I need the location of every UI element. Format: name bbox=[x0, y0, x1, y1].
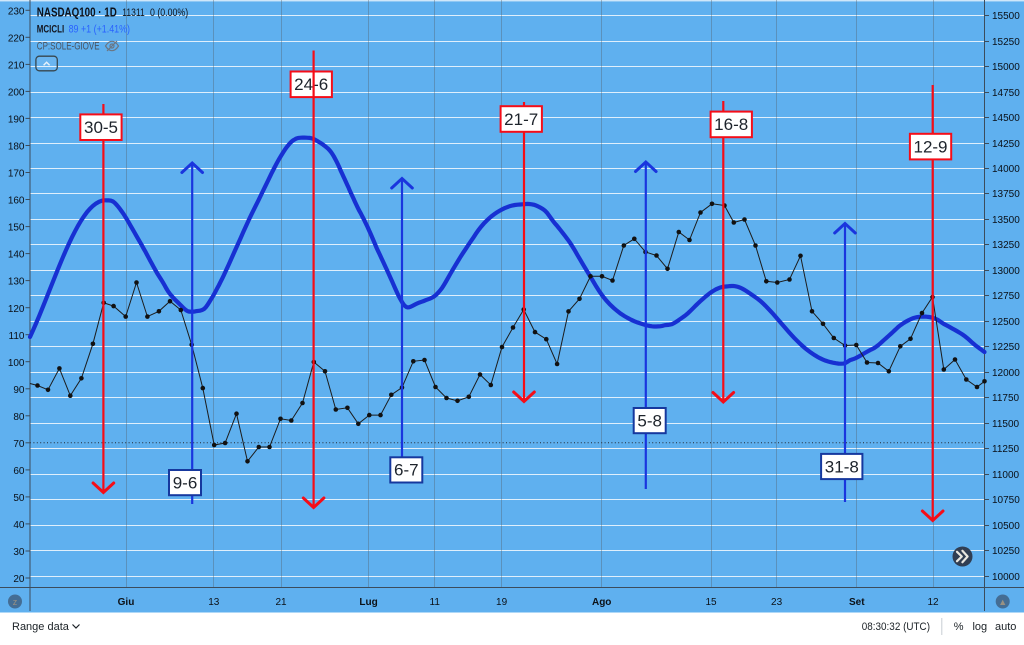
svg-text:21-7: 21-7 bbox=[504, 110, 538, 129]
svg-text:60: 60 bbox=[13, 466, 25, 477]
svg-text:24-6: 24-6 bbox=[294, 75, 328, 94]
svg-text:13250: 13250 bbox=[992, 240, 1020, 251]
svg-text:130: 130 bbox=[8, 277, 25, 288]
svg-text:Giu: Giu bbox=[118, 597, 135, 608]
svg-text:11500: 11500 bbox=[992, 419, 1020, 430]
svg-text:15500: 15500 bbox=[992, 11, 1020, 22]
svg-text:12750: 12750 bbox=[992, 291, 1020, 302]
svg-text:14500: 14500 bbox=[992, 113, 1020, 124]
svg-text:110: 110 bbox=[9, 331, 25, 342]
svg-text:30: 30 bbox=[13, 547, 25, 558]
svg-text:CP:SOLE-GIOVE: CP:SOLE-GIOVE bbox=[37, 41, 100, 53]
svg-text:13500: 13500 bbox=[992, 215, 1020, 226]
svg-text:220: 220 bbox=[8, 33, 25, 44]
svg-text:150: 150 bbox=[8, 223, 25, 234]
svg-text:▲: ▲ bbox=[998, 597, 1007, 607]
svg-text:Range data: Range data bbox=[12, 621, 70, 633]
svg-text:15: 15 bbox=[705, 597, 717, 608]
svg-text:40: 40 bbox=[13, 520, 25, 531]
svg-text:13: 13 bbox=[208, 597, 220, 608]
svg-text:230: 230 bbox=[8, 6, 25, 17]
svg-text:13750: 13750 bbox=[992, 189, 1020, 200]
svg-text:15000: 15000 bbox=[992, 62, 1020, 73]
svg-text:08:30:32 (UTC): 08:30:32 (UTC) bbox=[862, 621, 930, 633]
svg-text:170: 170 bbox=[8, 169, 25, 180]
svg-text:13000: 13000 bbox=[992, 266, 1020, 277]
svg-text:12500: 12500 bbox=[992, 317, 1020, 328]
svg-text:11: 11 bbox=[430, 597, 441, 608]
svg-text:21: 21 bbox=[275, 597, 287, 608]
svg-text:100: 100 bbox=[8, 358, 25, 369]
svg-text:Set: Set bbox=[849, 597, 865, 608]
svg-text:15250: 15250 bbox=[992, 37, 1020, 48]
svg-text:20: 20 bbox=[13, 574, 25, 585]
svg-text:NASDAQ100 · 1D: NASDAQ100 · 1D bbox=[37, 5, 117, 20]
svg-text:9-6: 9-6 bbox=[173, 473, 198, 492]
svg-text:12250: 12250 bbox=[992, 342, 1020, 353]
svg-text:80: 80 bbox=[13, 412, 25, 423]
svg-text:12-9: 12-9 bbox=[913, 137, 947, 156]
svg-text:30-5: 30-5 bbox=[84, 118, 118, 137]
svg-text:90: 90 bbox=[13, 385, 25, 396]
svg-text:89 +1 (+1.41%): 89 +1 (+1.41%) bbox=[69, 24, 130, 36]
svg-text:50: 50 bbox=[13, 493, 25, 504]
svg-text:12000: 12000 bbox=[992, 368, 1020, 379]
svg-text:11311: 11311 bbox=[122, 7, 144, 19]
svg-text:11750: 11750 bbox=[992, 393, 1020, 404]
svg-text:23: 23 bbox=[771, 597, 783, 608]
svg-text:6-7: 6-7 bbox=[394, 461, 419, 480]
svg-text:%: % bbox=[954, 621, 964, 633]
svg-text:10000: 10000 bbox=[992, 572, 1020, 583]
svg-text:Ago: Ago bbox=[592, 597, 611, 608]
svg-text:0 (0.00%): 0 (0.00%) bbox=[150, 7, 188, 19]
svg-text:10750: 10750 bbox=[992, 495, 1020, 506]
svg-text:10250: 10250 bbox=[992, 546, 1020, 557]
svg-text:Lug: Lug bbox=[359, 597, 377, 608]
svg-text:12: 12 bbox=[927, 597, 939, 608]
svg-text:log: log bbox=[972, 621, 987, 633]
svg-text:190: 190 bbox=[8, 115, 25, 126]
svg-text:auto: auto bbox=[995, 621, 1016, 633]
svg-text:200: 200 bbox=[8, 88, 25, 99]
svg-text:14250: 14250 bbox=[992, 139, 1020, 150]
svg-text:16-8: 16-8 bbox=[714, 115, 748, 134]
svg-text:MCICLI: MCICLI bbox=[37, 23, 64, 35]
svg-text:11250: 11250 bbox=[992, 444, 1020, 455]
svg-text:10500: 10500 bbox=[992, 521, 1020, 532]
svg-text:14750: 14750 bbox=[992, 88, 1020, 99]
svg-text:z: z bbox=[13, 597, 18, 607]
svg-text:70: 70 bbox=[13, 439, 25, 450]
svg-text:160: 160 bbox=[8, 196, 25, 207]
svg-text:14000: 14000 bbox=[992, 164, 1020, 175]
svg-text:31-8: 31-8 bbox=[825, 457, 859, 476]
svg-text:210: 210 bbox=[8, 61, 25, 72]
svg-text:120: 120 bbox=[8, 304, 25, 315]
svg-text:140: 140 bbox=[8, 250, 25, 261]
svg-text:5-8: 5-8 bbox=[637, 411, 662, 430]
svg-text:19: 19 bbox=[496, 597, 508, 608]
svg-text:180: 180 bbox=[8, 142, 25, 153]
svg-text:11000: 11000 bbox=[992, 470, 1020, 481]
